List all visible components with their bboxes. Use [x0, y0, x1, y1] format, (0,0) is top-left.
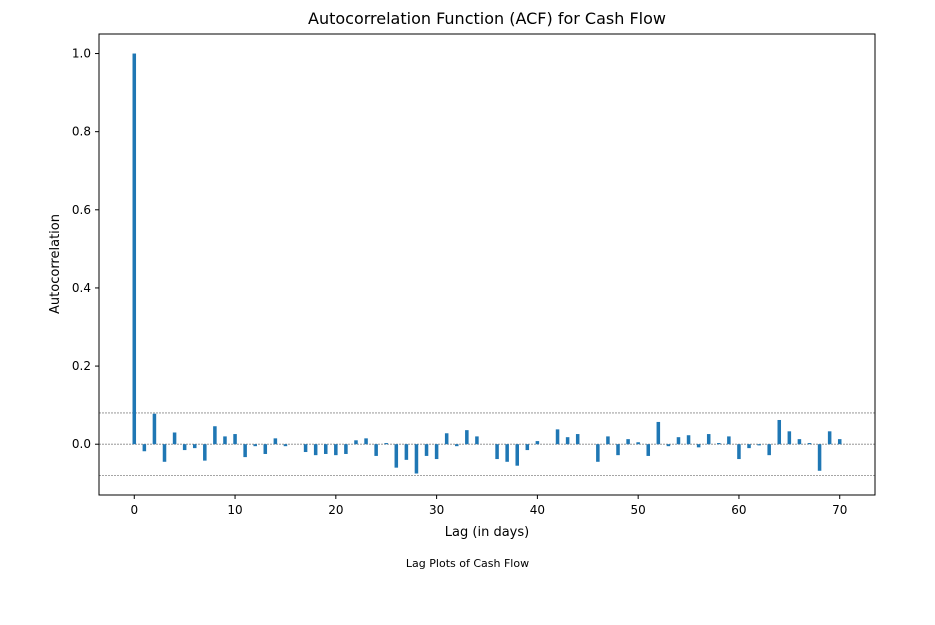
acf-bar — [666, 444, 671, 447]
acf-bar — [686, 435, 691, 445]
acf-bar — [182, 444, 187, 451]
acf-bar — [837, 439, 842, 445]
y-tick-label: 0.8 — [72, 125, 91, 139]
acf-bar — [434, 444, 439, 460]
acf-bar — [374, 444, 378, 456]
plot-frame — [98, 33, 876, 496]
acf-bar — [192, 444, 197, 449]
acf-bar — [717, 443, 721, 445]
acf-bar — [525, 444, 530, 451]
acf-bar — [394, 444, 399, 468]
acf-bar — [656, 421, 661, 445]
acf-bar — [283, 444, 288, 447]
acf-bar — [223, 436, 227, 445]
x-tick-label: 0 — [130, 503, 138, 517]
y-tick-label: 0.2 — [72, 359, 91, 373]
acf-bar — [636, 442, 640, 445]
acf-bar — [444, 433, 449, 445]
acf-bar — [797, 439, 802, 445]
acf-bar — [142, 444, 147, 452]
acf-bars — [132, 53, 842, 474]
x-tick-label: 40 — [530, 503, 545, 517]
acf-bar — [424, 444, 429, 456]
acf-bar — [575, 434, 580, 445]
acf-bar — [384, 443, 388, 445]
acf-bar — [303, 444, 308, 453]
acf-bar — [465, 430, 469, 445]
acf-bar — [263, 444, 268, 454]
acf-bar — [737, 444, 741, 460]
acf-bar — [787, 431, 792, 445]
acf-bar — [404, 444, 409, 460]
acf-bar — [414, 444, 419, 474]
x-axis-ticks: 0 10 20 30 40 50 60 70 — [130, 495, 847, 517]
acf-bar — [706, 434, 711, 445]
figure-caption: Lag Plots of Cash Flow — [405, 557, 530, 570]
y-axis-ticks: 0.0 0.2 0.4 0.6 0.8 1.0 — [72, 47, 99, 451]
acf-bar — [777, 419, 782, 445]
acf-bar — [626, 439, 630, 445]
x-tick-label: 70 — [832, 503, 847, 517]
acf-bar — [162, 444, 167, 462]
acf-bar — [132, 53, 137, 445]
acf-bar — [243, 444, 247, 458]
acf-bar — [455, 444, 459, 447]
y-tick-label: 0.6 — [72, 203, 91, 217]
acf-bar — [253, 444, 257, 447]
acf-bar — [213, 426, 217, 445]
acf-bar — [555, 429, 560, 445]
y-tick-label: 0.4 — [72, 281, 91, 295]
x-tick-label: 50 — [631, 503, 646, 517]
acf-bar — [767, 444, 771, 456]
acf-bar — [747, 444, 751, 449]
acf-bar — [495, 444, 499, 460]
chart-title: Autocorrelation Function (ACF) for Cash … — [308, 9, 666, 28]
x-tick-label: 10 — [227, 503, 242, 517]
x-tick-label: 60 — [731, 503, 746, 517]
acf-bar — [505, 444, 509, 462]
acf-bar — [606, 436, 610, 445]
acf-bar — [535, 441, 540, 445]
acf-bar — [344, 444, 348, 454]
acf-bar — [727, 436, 731, 445]
acf-bar — [827, 431, 832, 445]
x-axis-label: Lag (in days) — [445, 525, 529, 540]
acf-bar — [364, 438, 368, 445]
acf-bar — [233, 434, 237, 445]
acf-bar — [273, 438, 278, 445]
acf-bar — [646, 444, 651, 456]
acf-bar — [323, 444, 328, 454]
acf-bar — [817, 444, 822, 471]
acf-bar — [172, 432, 177, 445]
x-tick-label: 30 — [429, 503, 444, 517]
acf-bar — [596, 444, 600, 462]
acf-bar — [676, 437, 681, 445]
acf-bar — [696, 444, 701, 448]
acf-bar — [565, 437, 570, 445]
acf-bar — [475, 436, 479, 445]
acf-bar — [616, 444, 620, 456]
acf-bar — [515, 444, 519, 466]
acf-bar — [313, 444, 318, 456]
acf-bar — [807, 443, 812, 445]
acf-bar — [203, 444, 207, 461]
acf-bar — [354, 440, 358, 445]
y-axis-label: Autocorrelation — [48, 214, 63, 314]
y-tick-label: 0.0 — [72, 437, 91, 451]
acf-bar — [152, 413, 157, 445]
acf-bar — [334, 444, 338, 456]
x-tick-label: 20 — [328, 503, 343, 517]
y-tick-label: 1.0 — [72, 47, 91, 61]
acf-bar — [757, 444, 761, 446]
